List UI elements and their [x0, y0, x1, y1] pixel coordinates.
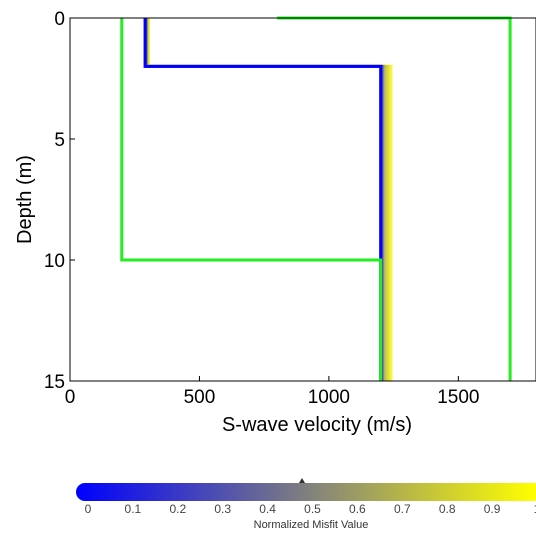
colorbar-tick-label: 0.9: [484, 502, 501, 516]
y-tick-label: 0: [54, 9, 65, 30]
x-tick-label: 1000: [308, 387, 350, 408]
x-axis-label: S-wave velocity (m/s): [222, 414, 412, 436]
colorbar-tick-label: 0.2: [169, 502, 186, 516]
colorbar-tick-label: 1: [534, 502, 536, 516]
series-layer: [120, 16, 512, 381]
colorbar-ticks: 0 0.1 0.2 0.3 0.4 0.5 0.6 0.7 0.8 0.9 1: [85, 502, 536, 516]
colorbar-tick-label: 0.5: [304, 502, 321, 516]
y-tick-label: 5: [54, 130, 65, 151]
colorbar-title: Normalized Misfit Value: [254, 519, 369, 531]
colorbar-tick-label: 0.1: [125, 502, 142, 516]
y-tick-label: 15: [44, 372, 65, 393]
colorbar-tick-label: 0.3: [214, 502, 231, 516]
x-tick-label: 500: [184, 387, 216, 408]
colorbar-tick-label: 0.7: [394, 502, 411, 516]
y-axis-label: Depth (m): [14, 155, 36, 244]
axes-frame: [69, 17, 536, 382]
y-tick-label: 10: [44, 251, 65, 272]
colorbar-midpoint-marker: [299, 478, 305, 483]
plot-area: 0 500 1000 1500 0 5 10 15 S-wave velocity (m/s)…: [14, 9, 536, 436]
colorbar-tick-label: 0.4: [259, 502, 276, 516]
colorbar-gradient: [76, 483, 536, 501]
lower-bound-line: [120, 18, 383, 381]
colorbar-tick-label: 0.8: [439, 502, 456, 516]
colorbar-tick-label: 0: [85, 502, 92, 516]
tick-layer: 0 500 1000 1500 0 5 10 15: [44, 9, 480, 408]
colorbar-tick-label: 0.6: [349, 502, 366, 516]
colorbar: 0 0.1 0.2 0.3 0.4 0.5 0.6 0.7 0.8 0.9 1 Normalized…: [76, 478, 536, 531]
x-tick-label: 1500: [437, 387, 479, 408]
x-tick-label: 0: [65, 387, 76, 408]
velocity-profile-line: [143, 18, 383, 381]
